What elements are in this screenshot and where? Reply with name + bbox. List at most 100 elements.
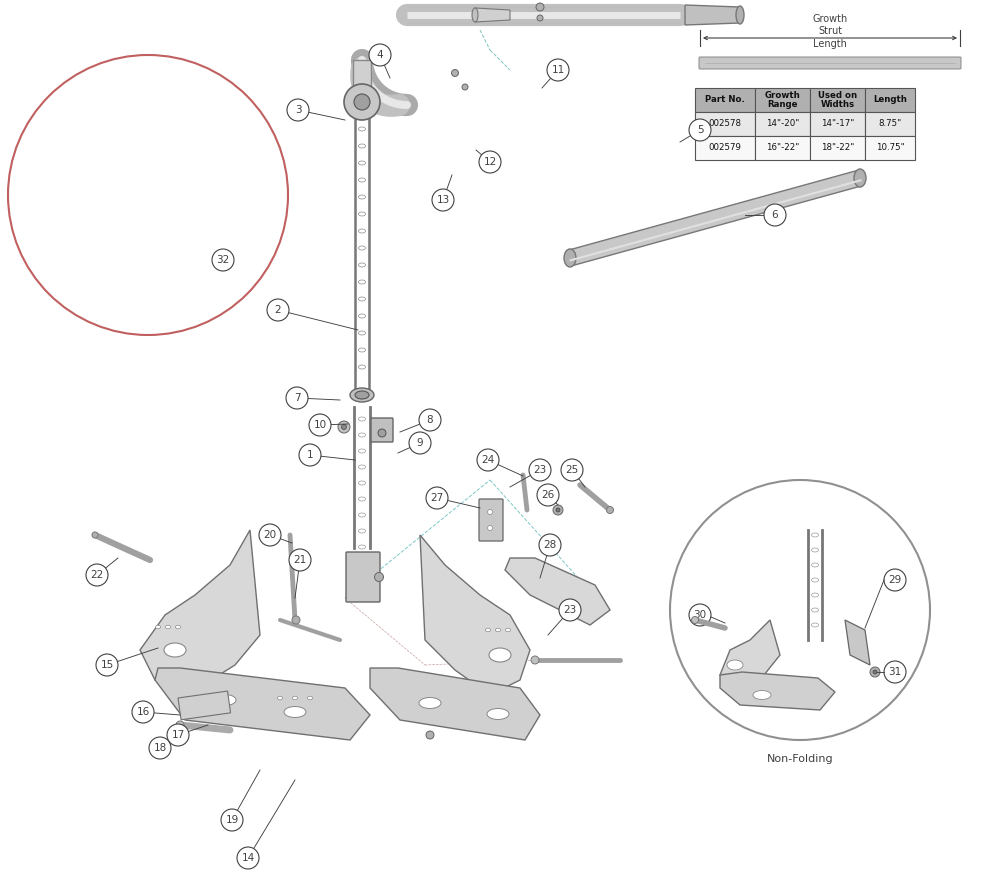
Bar (865, 136, 915, 160)
Text: 18"-22": 18"-22" (821, 144, 854, 153)
Ellipse shape (486, 628, 490, 631)
Text: 32: 32 (216, 255, 230, 265)
Circle shape (309, 414, 331, 436)
Circle shape (553, 505, 563, 515)
Ellipse shape (489, 648, 511, 662)
Text: 22: 22 (90, 570, 104, 580)
Ellipse shape (355, 391, 369, 399)
Ellipse shape (358, 545, 366, 549)
Ellipse shape (812, 623, 818, 627)
Text: 8: 8 (427, 415, 433, 425)
Text: 20: 20 (263, 530, 277, 540)
Ellipse shape (374, 573, 384, 582)
Circle shape (212, 249, 234, 271)
Circle shape (287, 99, 309, 121)
Circle shape (884, 569, 906, 591)
Text: 24: 24 (481, 455, 495, 465)
Text: 25: 25 (565, 465, 579, 475)
Bar (695, 112, 755, 136)
Circle shape (292, 616, 300, 624)
Ellipse shape (350, 388, 374, 402)
Ellipse shape (358, 127, 366, 131)
Polygon shape (66, 99, 210, 162)
Bar (865, 112, 915, 136)
Text: Growth
Range: Growth Range (765, 91, 800, 109)
Text: 10: 10 (313, 420, 327, 430)
Circle shape (354, 94, 370, 110)
Ellipse shape (812, 608, 818, 612)
Text: Used on
Widths: Used on Widths (818, 91, 857, 109)
Text: 4: 4 (377, 50, 383, 60)
Ellipse shape (358, 331, 366, 335)
Text: 18: 18 (153, 743, 167, 753)
Circle shape (870, 667, 880, 677)
Circle shape (221, 809, 243, 831)
Text: 29: 29 (888, 575, 902, 585)
Ellipse shape (496, 628, 501, 631)
Ellipse shape (214, 694, 236, 705)
Polygon shape (140, 530, 260, 690)
Circle shape (537, 15, 543, 21)
Text: 10.75": 10.75" (876, 144, 904, 153)
Text: 16"-22": 16"-22" (766, 144, 799, 153)
Ellipse shape (278, 696, 283, 700)
Circle shape (689, 604, 711, 626)
Ellipse shape (812, 578, 818, 582)
Ellipse shape (176, 625, 180, 629)
Text: 12: 12 (483, 157, 497, 167)
Ellipse shape (854, 169, 866, 187)
Circle shape (289, 549, 311, 571)
Ellipse shape (419, 697, 441, 709)
Ellipse shape (358, 365, 366, 369)
Text: 2: 2 (275, 305, 281, 315)
Polygon shape (353, 60, 371, 87)
Text: 11: 11 (551, 65, 565, 75)
Circle shape (259, 524, 281, 546)
Polygon shape (475, 8, 510, 22)
Text: 002578: 002578 (708, 120, 742, 129)
Circle shape (873, 670, 877, 674)
Polygon shape (720, 672, 835, 710)
Circle shape (299, 444, 321, 466)
Text: 28: 28 (543, 540, 557, 550)
Ellipse shape (358, 314, 366, 318)
Ellipse shape (358, 212, 366, 216)
Circle shape (537, 484, 559, 506)
Ellipse shape (199, 157, 213, 167)
Ellipse shape (165, 135, 201, 159)
Text: 5: 5 (697, 125, 703, 135)
Ellipse shape (172, 139, 194, 155)
Circle shape (369, 44, 391, 66)
Bar (810, 112, 865, 136)
Ellipse shape (358, 433, 366, 437)
Circle shape (286, 387, 308, 409)
Bar (178, 691, 231, 720)
Ellipse shape (182, 146, 210, 164)
Bar (755, 136, 810, 160)
Text: 14"-20": 14"-20" (766, 120, 799, 129)
Ellipse shape (164, 643, 186, 657)
Circle shape (426, 487, 448, 509)
Ellipse shape (358, 178, 366, 182)
Circle shape (132, 701, 154, 723)
Ellipse shape (292, 696, 298, 700)
Circle shape (462, 84, 468, 90)
Ellipse shape (358, 297, 366, 301)
Ellipse shape (812, 548, 818, 552)
Circle shape (529, 459, 551, 481)
Polygon shape (720, 620, 780, 690)
Polygon shape (505, 558, 610, 625)
Circle shape (338, 421, 350, 433)
Ellipse shape (146, 126, 190, 155)
Ellipse shape (736, 6, 744, 24)
Text: 30: 30 (693, 610, 707, 620)
Circle shape (477, 449, 499, 471)
Text: 23: 23 (533, 465, 547, 475)
Text: Part No.: Part No. (705, 96, 745, 105)
Ellipse shape (564, 249, 576, 267)
Ellipse shape (308, 696, 312, 700)
Ellipse shape (176, 721, 184, 729)
Ellipse shape (358, 144, 366, 148)
Text: 3: 3 (295, 105, 301, 115)
Ellipse shape (488, 510, 492, 514)
